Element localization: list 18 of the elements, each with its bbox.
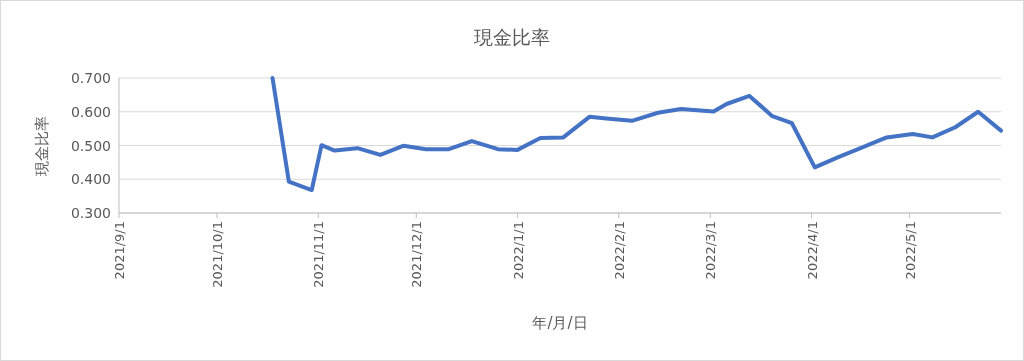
x-tick-label: 2022/3/1 xyxy=(703,221,719,280)
y-tick-label: 0.700 xyxy=(70,70,111,86)
y-axis-title: 現金比率 xyxy=(33,115,51,176)
x-tick-label: 2021/9/1 xyxy=(112,221,127,280)
chart-title: 現金比率 xyxy=(474,26,550,48)
y-tick-label: 0.600 xyxy=(70,103,111,120)
x-tick-label: 2022/4/1 xyxy=(804,221,820,280)
x-tick-label: 2022/2/1 xyxy=(611,221,627,280)
x-tick-label: 2021/11/1 xyxy=(311,221,327,288)
y-tick-label: 0.500 xyxy=(70,137,111,154)
x-tick-label: 2021/10/1 xyxy=(210,221,225,288)
x-axis-title: 年/月/日 xyxy=(532,314,588,332)
x-tick-label: 2021/12/1 xyxy=(409,221,425,288)
line-series xyxy=(270,76,1003,193)
x-tick-label: 2022/5/1 xyxy=(902,221,918,280)
y-tick-label: 0.300 xyxy=(70,205,111,221)
x-tick-label: 2022/1/1 xyxy=(510,221,526,280)
y-tick-label: 0.400 xyxy=(70,171,111,188)
